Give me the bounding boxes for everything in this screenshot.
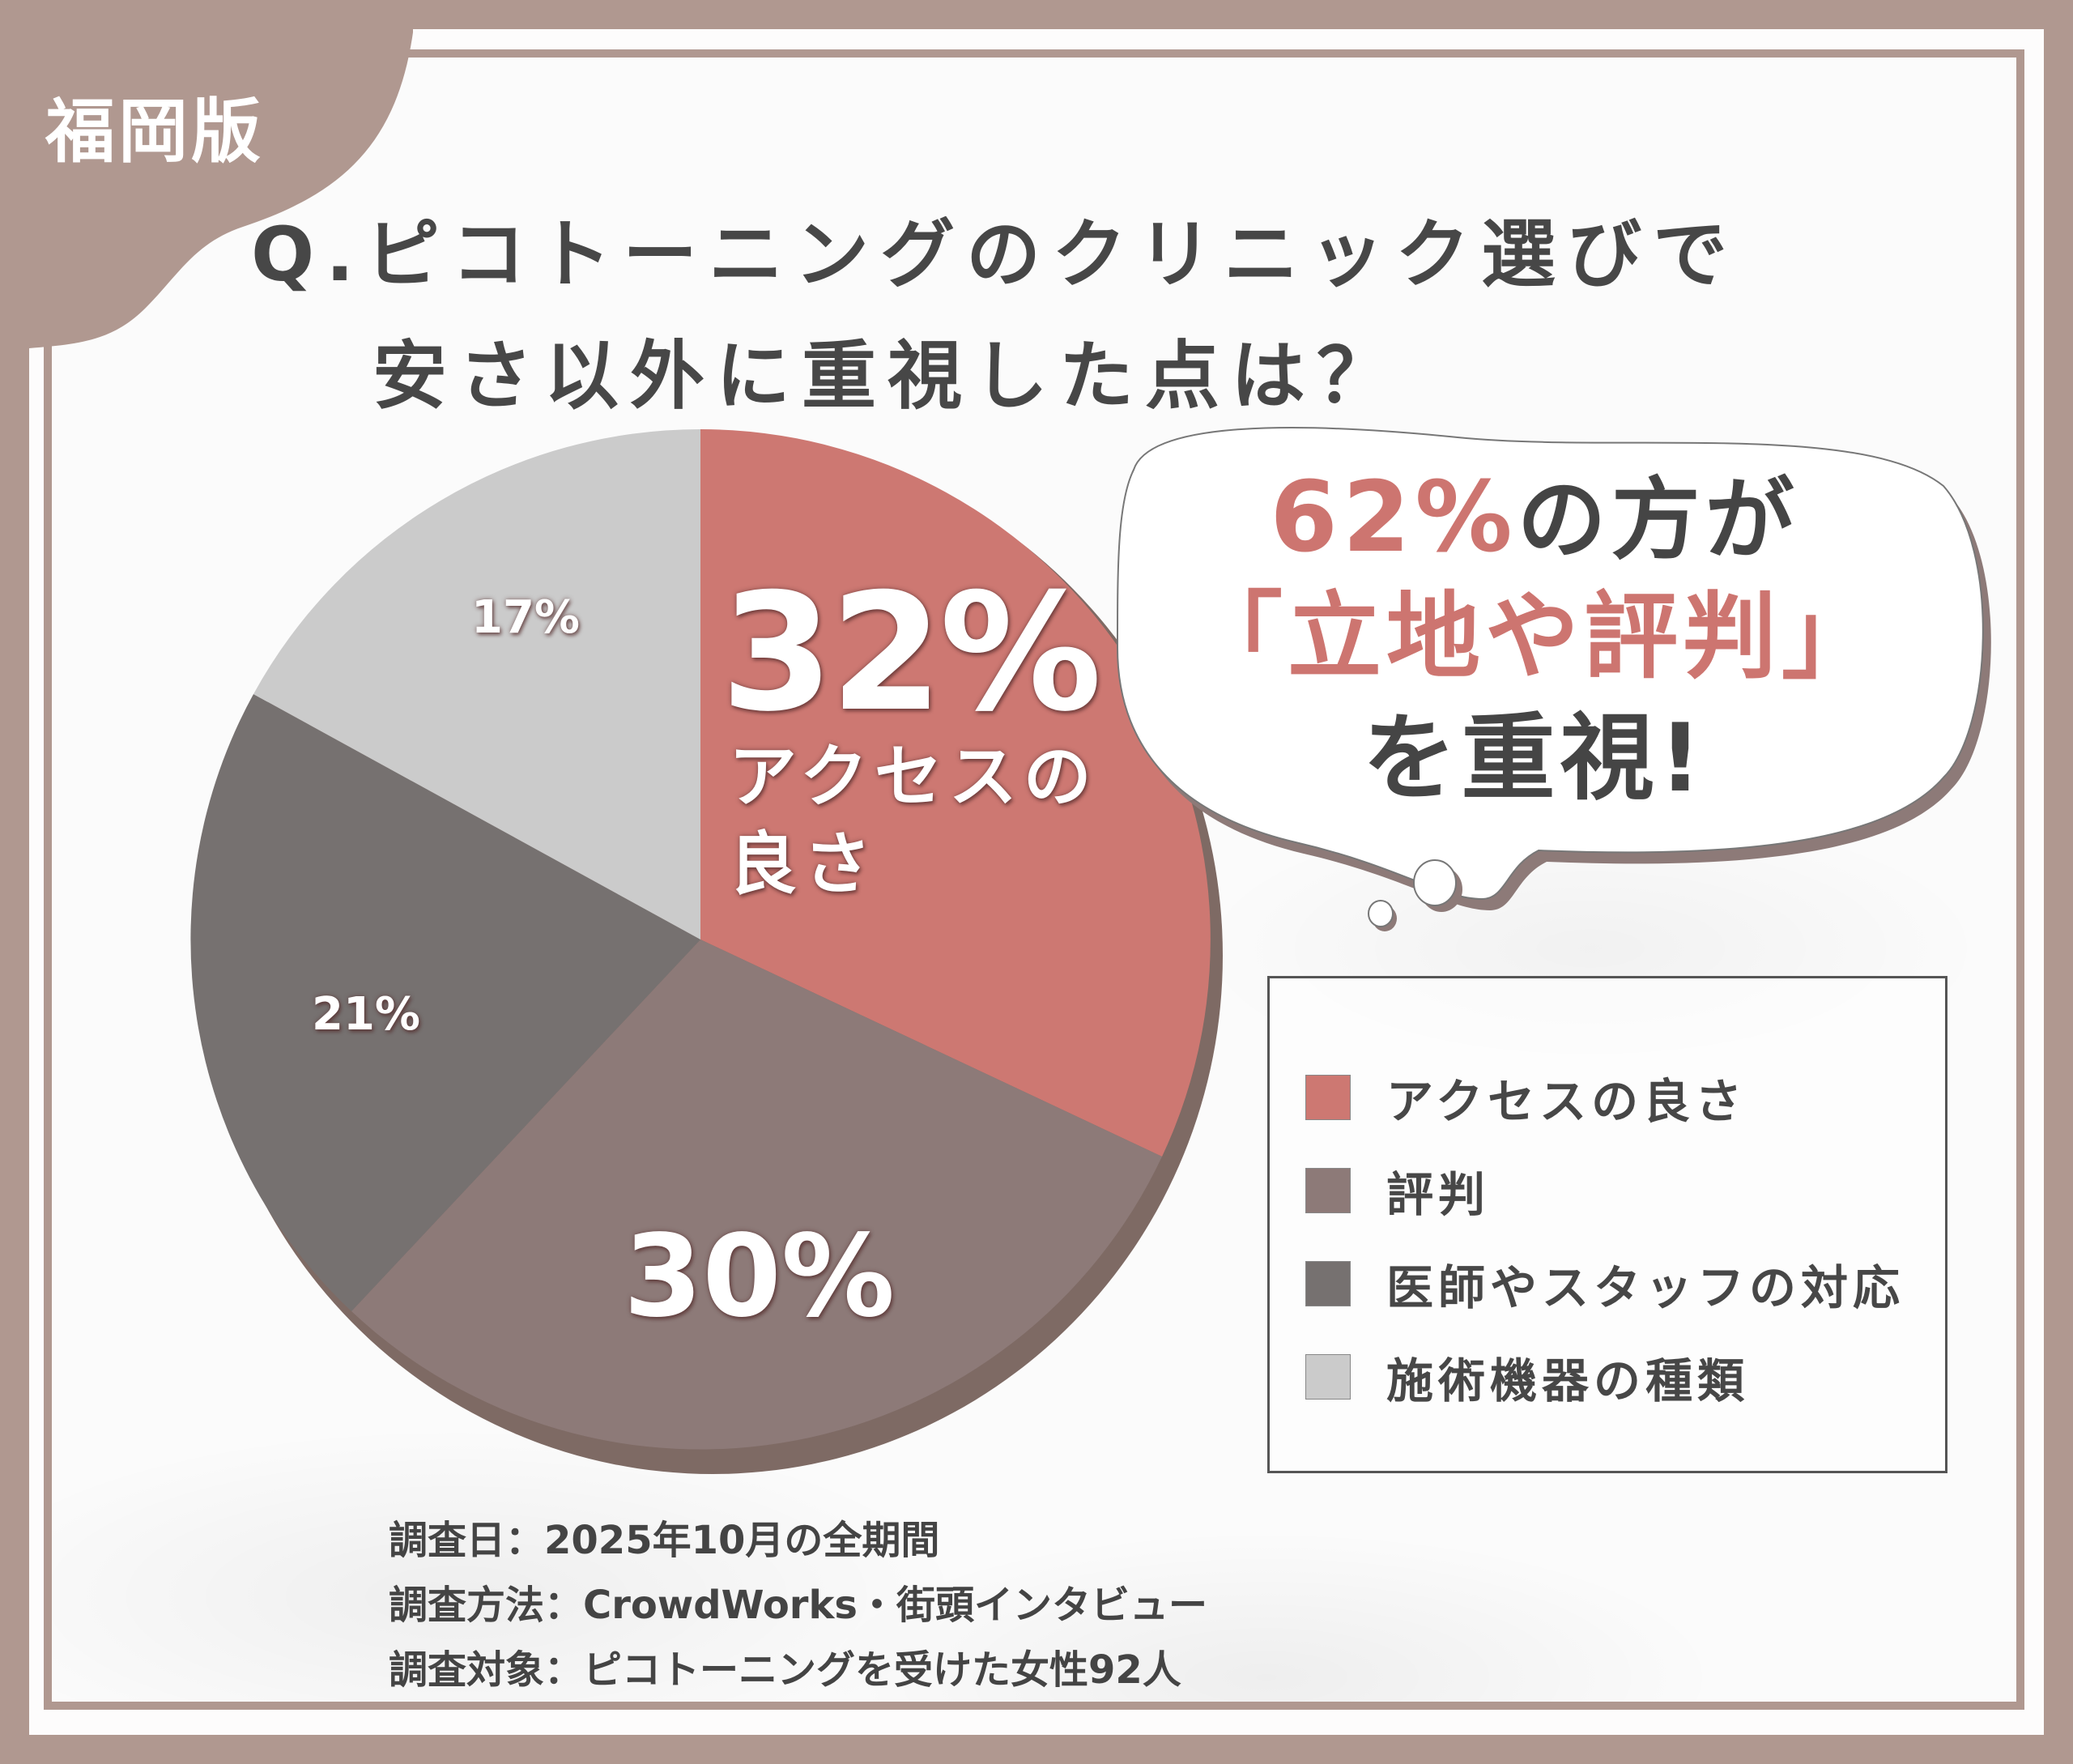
legend-label: 医師やスタッフの対応 (1386, 1260, 1905, 1315)
question-title: Q.ピコトーニングのクリニック選びで 安さ以外に重視した点は？ (251, 194, 1739, 437)
question-line-2: 安さ以外に重視した点は？ (372, 333, 1403, 420)
pie-label-access-category: アクセスの 良さ (729, 733, 1134, 908)
bubble-highlight-percent: 62% (1270, 462, 1518, 574)
pie-chart (190, 429, 1211, 1450)
legend-swatch-reputation (1305, 1168, 1351, 1213)
thought-dot-small (1368, 900, 1394, 927)
pie-label-equipment-percent: 17% (471, 591, 581, 644)
legend-item-reputation: 評判 (1305, 1157, 1490, 1225)
pie-slice-reputation[interactable] (351, 940, 1162, 1450)
pie-label-staff-percent: 21% (312, 988, 421, 1041)
legend-item-staff: 医師やスタッフの対応 (1305, 1250, 1905, 1318)
legend-label: 評判 (1386, 1167, 1491, 1222)
pie-label-access-percent: 32% (721, 559, 1102, 748)
legend-item-equipment: 施術機器の種類 (1305, 1343, 1749, 1411)
legend-swatch-access (1305, 1075, 1351, 1120)
bubble-line-1: 62%の方が (1109, 462, 1960, 577)
pie-slice-access[interactable] (700, 429, 1211, 1157)
legend-label: アクセスの良さ (1386, 1074, 1747, 1129)
survey-method: 調査方法：CrowdWorks・街頭インタビュー (389, 1583, 1207, 1628)
survey-target: 調査対象：ピコトーニングを受けた女性92人 (389, 1647, 1181, 1693)
survey-date: 調査日：2025年10月の全期間 (389, 1518, 940, 1563)
corner-badge-shape (0, 0, 413, 348)
legend-label: 施術機器の種類 (1386, 1353, 1750, 1408)
legend-item-access: アクセスの良さ (1305, 1063, 1747, 1131)
speech-bubble (1116, 427, 1984, 901)
frame-inner-border (44, 49, 2024, 1710)
question-line-1: Q.ピコトーニングのクリニック選びで (251, 211, 1739, 298)
chart-legend: アクセスの良さ 評判 医師やスタッフの対応 施術機器の種類 (1267, 976, 1947, 1473)
pie-label-reputation-percent: 30% (624, 1211, 896, 1343)
region-badge: 福岡版 (45, 92, 264, 173)
pie-slice-staff[interactable] (190, 694, 701, 1311)
bubble-line-2: 「立地や評判」 (1189, 582, 1880, 692)
bubble-line-3: を重視! (1362, 704, 1707, 813)
survey-info: 調査日：2025年10月の全期間 調査方法：CrowdWorks・街頭インタビュ… (389, 1508, 1207, 1702)
legend-swatch-staff (1305, 1261, 1351, 1306)
legend-swatch-equipment (1305, 1354, 1351, 1400)
pie-label-access-line-1: アクセスの (729, 737, 1098, 816)
pie-slice-equipment[interactable] (253, 429, 700, 940)
thought-dot-large (1413, 859, 1457, 906)
bubble-line-1-rest: の方が (1517, 468, 1799, 572)
bubble-message: 62%の方が 「立地や評判」 を重視! (1109, 462, 1960, 820)
pie-label-access-line-2: 良さ (729, 824, 879, 904)
